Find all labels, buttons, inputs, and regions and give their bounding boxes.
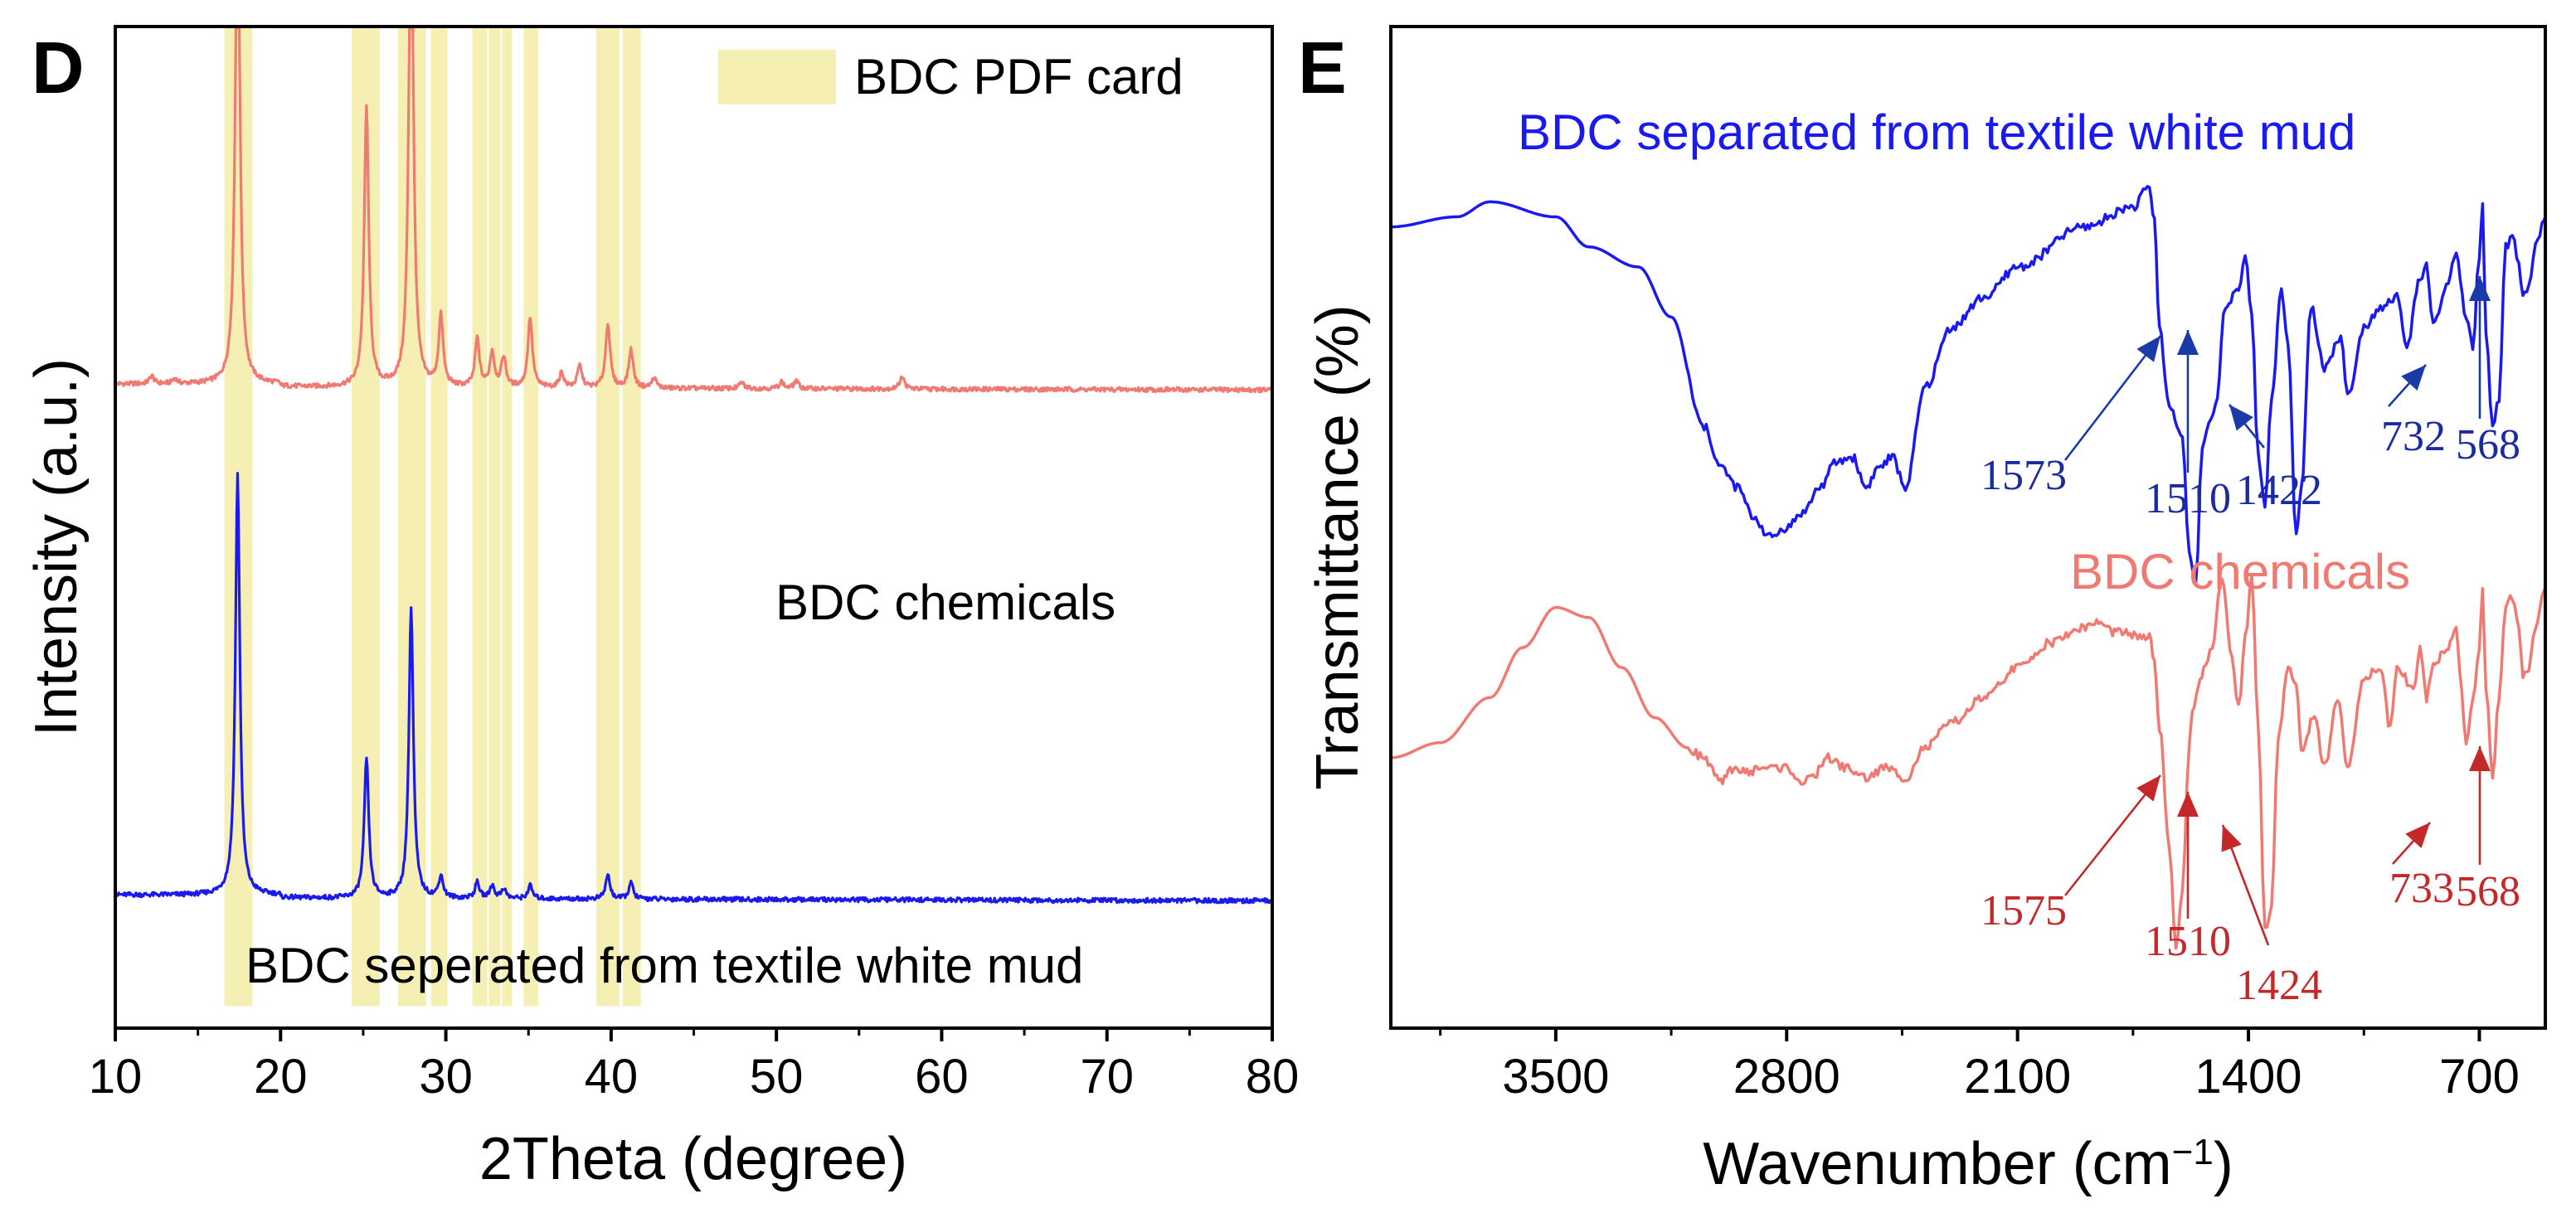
x-tick-label: 40 (585, 1050, 639, 1104)
plot-frame-e (1389, 25, 2547, 1030)
x-tick-label: 2800 (1733, 1050, 1840, 1104)
peak-label: 1422 (2236, 467, 2322, 514)
panel-label-d: D (32, 27, 85, 109)
pdf-card-band (488, 27, 501, 1007)
x-axis-title-e: Wavenumber (cm−1) (1703, 1131, 2233, 1197)
pdf-card-bands (224, 27, 641, 1007)
x-tick-label: 10 (89, 1050, 143, 1104)
xrd-series-line (114, 27, 1274, 394)
plot-frame-d (114, 25, 1274, 1030)
y-axis-title-e: Transmittance (%) (1305, 304, 1371, 789)
peak-label: 568 (2456, 421, 2520, 468)
y-axis-title-d: Intensity (a.u.) (23, 358, 90, 736)
peak-arrow-head (2401, 365, 2426, 391)
ftir-traces (1391, 185, 2547, 950)
peak-label: 1510 (2145, 475, 2231, 522)
panel-d-xrd-chart: 10 20 30 40 50 60 70 80 D BDC PDF card BDC chem… (23, 25, 1300, 1192)
peak-label: 1510 (2145, 918, 2231, 965)
peak-arrow-head (2177, 330, 2199, 355)
peak-label: 1424 (2236, 962, 2322, 1009)
trace-label-bdc-textile-mud: BDC seperated from textile white mud (245, 938, 1083, 993)
legend-label-pdf-card: BDC PDF card (854, 49, 1184, 104)
peak-arrow-head (2136, 775, 2160, 802)
x-tick-label: 50 (750, 1050, 804, 1104)
x-tick-label: 30 (419, 1050, 473, 1104)
x-tick-label: 70 (1080, 1050, 1134, 1104)
peak-arrow-head (2177, 792, 2199, 817)
x-axis-title-d: 2Theta (degree) (479, 1126, 907, 1192)
pdf-card-band (430, 27, 448, 1007)
x-axis-ticks-e: 3500 2800 2100 1400 700 (1439, 1028, 2520, 1104)
x-tick-label: 2100 (1964, 1050, 2071, 1104)
peak-arrow-head (2221, 825, 2242, 852)
pdf-card-band (502, 27, 513, 1007)
peak-label: 732 (2381, 413, 2446, 460)
peak-label: 1573 (1981, 452, 2067, 499)
panel-label-e: E (1298, 27, 1347, 109)
peak-arrow-head (2229, 405, 2253, 431)
x-tick-label: 60 (915, 1050, 969, 1104)
x-tick-label: 700 (2439, 1050, 2520, 1104)
x-tick-label: 20 (254, 1050, 308, 1104)
peak-arrow-shaft (2063, 335, 2162, 461)
peak-arrow-head (2469, 746, 2491, 771)
pdf-card-band (622, 27, 641, 1007)
pdf-card-band (523, 27, 539, 1007)
ftir-series-line (1391, 574, 2547, 950)
ftir-series-line (1391, 185, 2547, 586)
xrd-series-line (114, 472, 1274, 905)
peak-label: 568 (2456, 868, 2520, 915)
pdf-card-band (397, 27, 426, 1007)
pdf-card-band (595, 27, 620, 1007)
trace-label-bdc-chemicals: BDC chemicals (775, 575, 1115, 630)
peak-arrow-head (2469, 276, 2491, 301)
xrd-traces (114, 27, 1274, 905)
x-tick-label: 80 (1246, 1050, 1300, 1104)
trace-label-ftir-chemicals: BDC chemicals (2070, 544, 2410, 599)
peak-label: 1575 (1981, 887, 2067, 934)
peak-label: 733 (2389, 865, 2454, 912)
peak-arrow-shaft (2063, 774, 2162, 896)
peak-arrow-head (2405, 823, 2430, 848)
trace-label-ftir-textile-mud: BDC separated from textile white mud (1518, 104, 2355, 160)
peak-arrow-head (2136, 336, 2160, 362)
x-tick-label: 3500 (1502, 1050, 1609, 1104)
pdf-card-band (472, 27, 488, 1007)
x-tick-label: 1400 (2195, 1050, 2302, 1104)
legend-swatch-pdf-card (718, 50, 836, 104)
x-axis-ticks-d: 10 20 30 40 50 60 70 80 (89, 1028, 1300, 1104)
